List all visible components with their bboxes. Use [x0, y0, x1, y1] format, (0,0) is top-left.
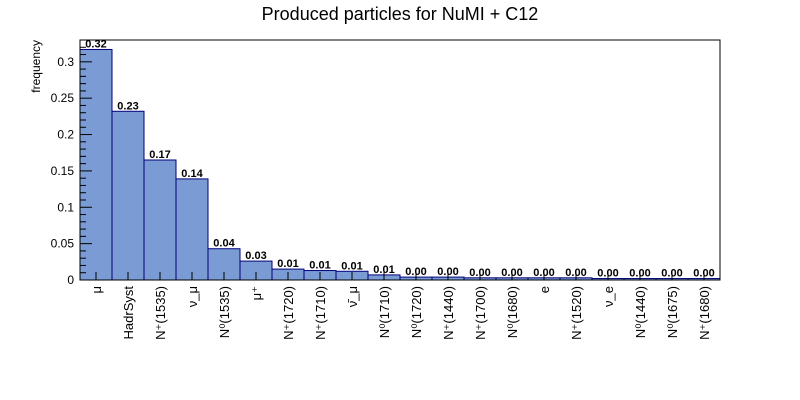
y-tick-label: 0 — [67, 273, 74, 287]
chart-title: Produced particles for NuMI + C12 — [262, 4, 539, 24]
x-tick-label: N⁰(1440) — [633, 286, 648, 338]
x-axis: μ HadrSyst N⁺(1535) ν_μ N⁰(1535) μ⁺ N⁺(1720) N⁺… — [89, 272, 712, 340]
value-label: 0.00 — [693, 268, 714, 280]
value-label: 0.03 — [245, 250, 266, 262]
x-tick-label: N⁺(1680) — [697, 286, 712, 340]
y-tick-label: 0.1 — [57, 200, 74, 214]
x-tick-label: HadrSyst — [121, 286, 136, 340]
value-label: 0.00 — [469, 267, 490, 279]
x-tick-label: μ⁺ — [249, 286, 264, 300]
y-axis-label: frequency — [29, 40, 43, 93]
value-label: 0.01 — [341, 260, 362, 272]
x-tick-label: e — [537, 286, 552, 293]
value-label: 0.01 — [373, 264, 394, 276]
value-label: 0.00 — [597, 268, 618, 280]
bar — [143, 159, 177, 281]
x-tick-label: ν_e — [601, 286, 616, 307]
y-tick-label: 0.2 — [57, 128, 74, 142]
value-label: 0.00 — [501, 267, 522, 279]
x-tick-label: N⁺(1535) — [153, 286, 168, 340]
plot-frame — [79, 39, 721, 281]
value-label: 0.23 — [117, 100, 138, 112]
x-tick-label: ν_μ — [185, 286, 200, 307]
x-tick-label: N⁺(1710) — [313, 286, 328, 340]
x-tick-label: N⁺(1720) — [281, 286, 296, 340]
x-tick-label: μ — [89, 286, 104, 294]
x-tick-label: N⁰(1720) — [409, 286, 424, 338]
value-label: 0.32 — [85, 38, 106, 50]
bar — [79, 48, 113, 281]
value-label: 0.01 — [277, 258, 298, 270]
bar — [175, 178, 209, 281]
value-label: 0.00 — [565, 267, 586, 279]
x-tick-label: N⁰(1710) — [377, 286, 392, 338]
x-tick-label: N⁺(1520) — [569, 286, 584, 340]
value-label: 0.04 — [213, 238, 235, 250]
bars — [79, 48, 721, 281]
value-label: 0.00 — [661, 268, 682, 280]
y-tick-label: 0.3 — [57, 55, 74, 69]
y-tick-label: 0.15 — [51, 164, 75, 178]
value-label: 0.00 — [533, 267, 554, 279]
value-label: 0.17 — [149, 149, 170, 161]
x-tick-label: ν̄_μ — [345, 286, 360, 307]
x-tick-label: N⁺(1700) — [473, 286, 488, 340]
x-tick-label: N⁰(1680) — [505, 286, 520, 338]
value-labels: 0.32 0.23 0.17 0.14 0.04 0.03 0.01 0.01 0.01 0.01… — [85, 38, 714, 279]
x-tick-label: N⁺(1440) — [441, 286, 456, 340]
bar — [111, 110, 145, 281]
y-axis: 0 0.05 0.1 0.15 0.2 0.25 0.3 — [51, 46, 92, 287]
value-label: 0.00 — [405, 266, 426, 278]
value-label: 0.14 — [181, 168, 203, 180]
value-label: 0.00 — [629, 268, 650, 280]
value-label: 0.01 — [309, 260, 330, 272]
x-tick-label: N⁰(1535) — [217, 286, 232, 338]
value-label: 0.00 — [437, 266, 458, 278]
x-tick-label: N⁰(1675) — [665, 286, 680, 338]
y-tick-label: 0.25 — [51, 91, 75, 105]
y-tick-label: 0.05 — [51, 237, 75, 251]
